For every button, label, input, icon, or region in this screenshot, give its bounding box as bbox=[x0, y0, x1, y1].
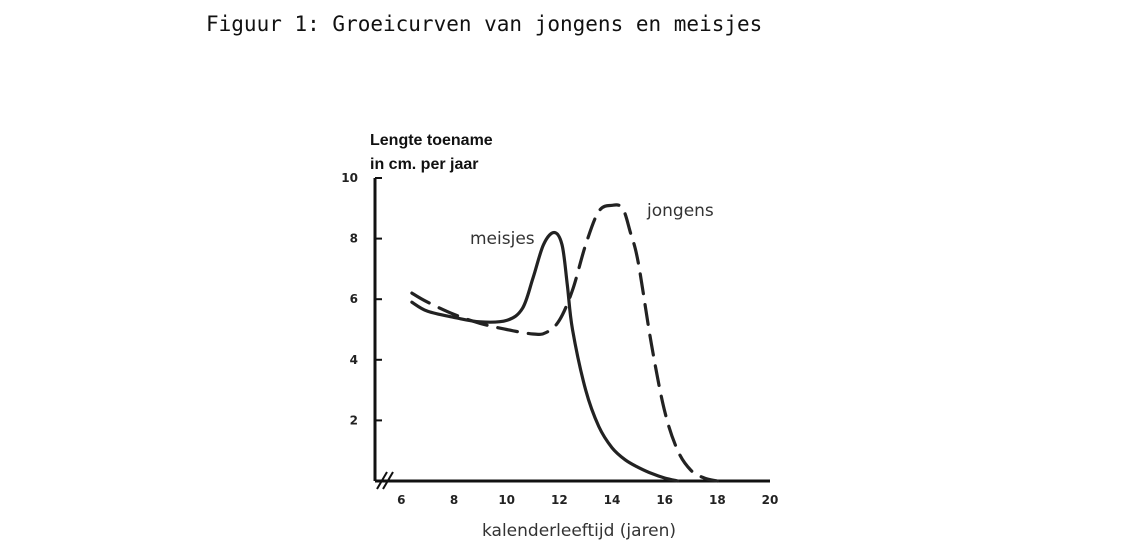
series-line-meisjes bbox=[410, 230, 680, 483]
y-axis-label-line-2: in cm. per jaar bbox=[370, 156, 479, 173]
y-tick-label: 2 bbox=[350, 413, 358, 427]
series-label-meisjes: meisjes bbox=[470, 229, 535, 249]
x-tick-label: 16 bbox=[656, 493, 673, 507]
y-tick-label: 6 bbox=[350, 292, 358, 306]
x-tick-label: 8 bbox=[450, 493, 458, 507]
x-ticks: 6 8 10 12 14 16 18 20 bbox=[397, 493, 778, 507]
x-tick-label: 12 bbox=[551, 493, 568, 507]
series-lines bbox=[410, 203, 719, 483]
x-tick-label: 14 bbox=[604, 493, 621, 507]
y-ticks: 2 4 6 8 10 bbox=[341, 171, 382, 427]
axis-break-mark bbox=[376, 471, 394, 490]
series-line-jongens bbox=[410, 203, 719, 483]
x-tick-label: 10 bbox=[498, 493, 515, 507]
figure-caption: Figuur 1: Groeicurven van jongens en mei… bbox=[206, 12, 763, 36]
y-tick-label: 4 bbox=[350, 353, 358, 367]
x-tick-label: 6 bbox=[397, 493, 405, 507]
x-tick-label: 20 bbox=[762, 493, 779, 507]
y-tick-label: 10 bbox=[341, 171, 358, 185]
x-axis-label: kalenderleeftijd (jaren) bbox=[482, 521, 676, 541]
series-label-jongens: jongens bbox=[646, 201, 714, 221]
y-axis-label-line-1: Lengte toename bbox=[370, 132, 493, 149]
y-tick-label: 8 bbox=[350, 232, 358, 246]
x-tick-label: 18 bbox=[709, 493, 726, 507]
